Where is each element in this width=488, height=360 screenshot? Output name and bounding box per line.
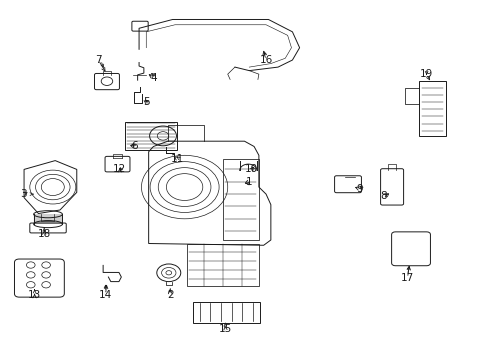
Text: 12: 12 [113,165,126,174]
Text: 16: 16 [259,55,272,65]
Text: 11: 11 [170,154,183,164]
Text: 5: 5 [142,98,149,107]
Text: 7: 7 [95,55,102,65]
Text: 10: 10 [244,165,258,174]
Text: 9: 9 [355,184,362,194]
Text: 8: 8 [379,191,386,201]
Text: 4: 4 [150,73,157,83]
Text: 14: 14 [99,290,112,300]
Text: 1: 1 [245,177,252,187]
Text: 15: 15 [218,324,231,334]
Text: 3: 3 [20,189,26,199]
Text: 17: 17 [400,273,413,283]
Text: 18: 18 [38,229,51,239]
Text: 19: 19 [419,69,432,79]
Text: 2: 2 [166,290,173,300]
Text: 6: 6 [131,141,137,152]
Text: 13: 13 [28,290,41,300]
